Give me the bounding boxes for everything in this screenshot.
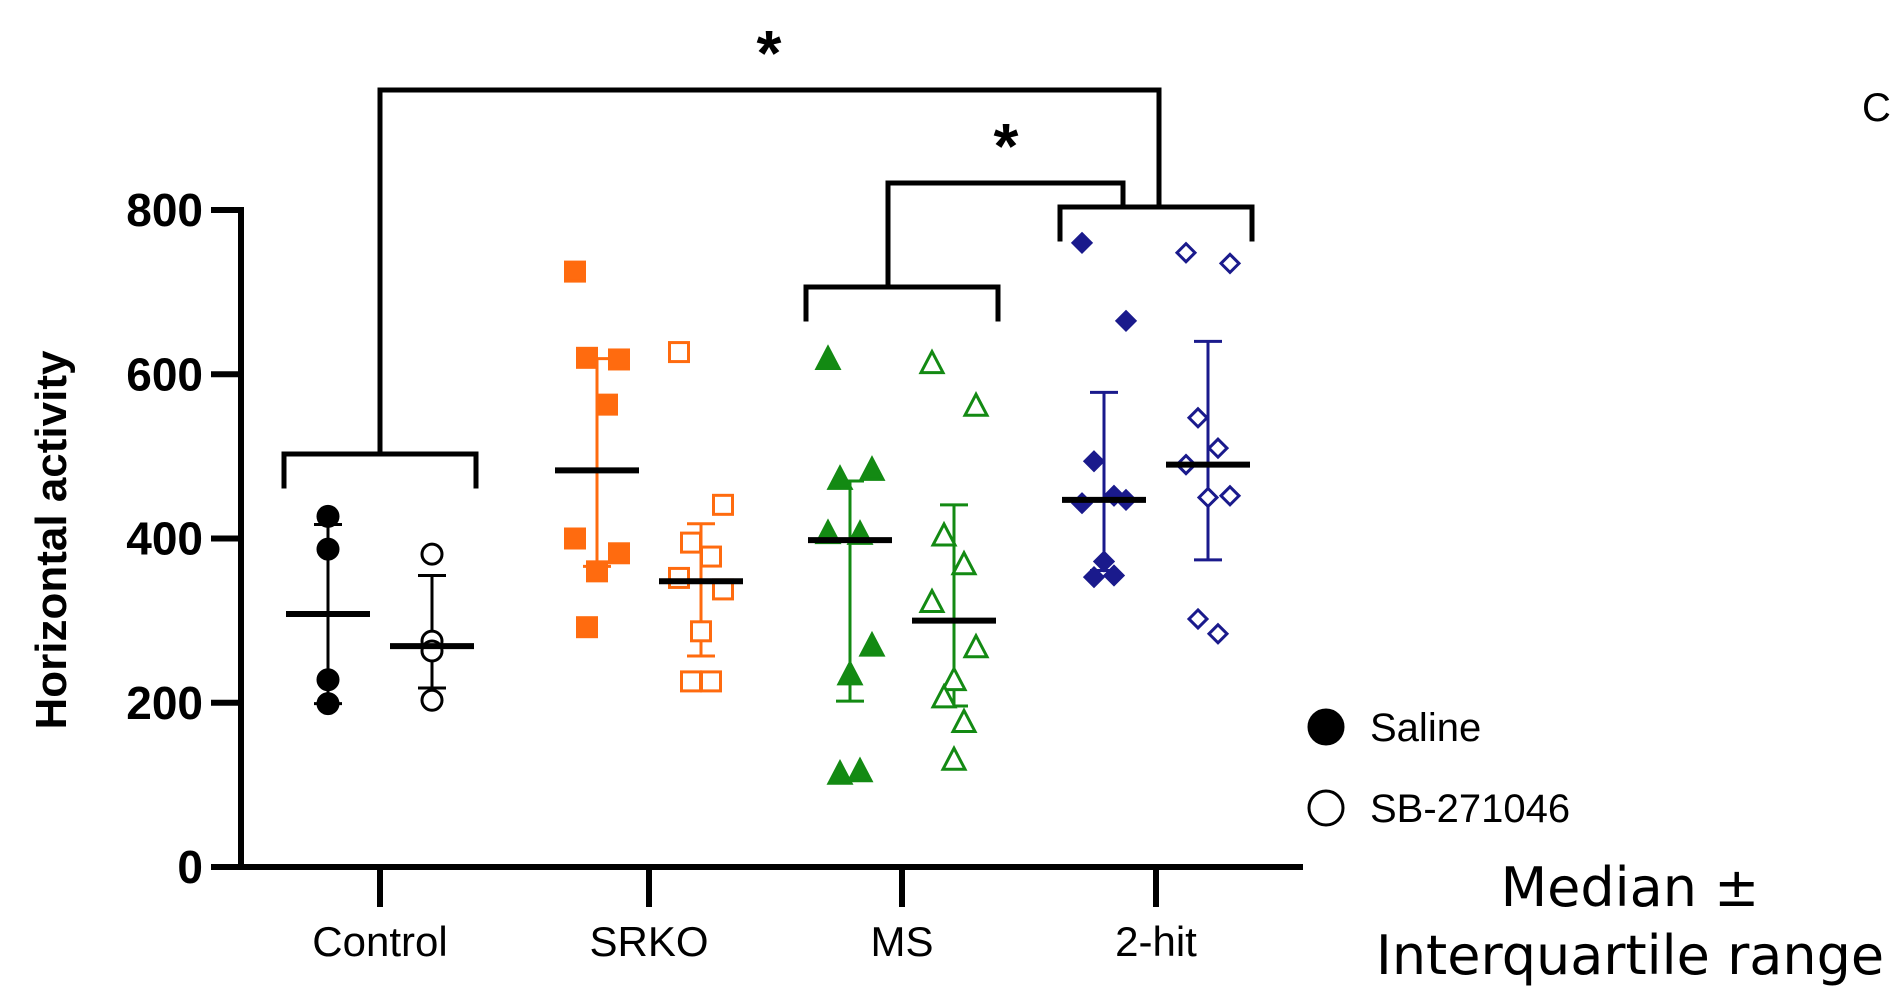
srko-saline-data-point [564, 260, 586, 283]
summary-statistic-note-line-1: Median ± [1500, 856, 1760, 919]
2-hit-sb-271046-data-point [1186, 406, 1210, 429]
srko-saline-series [555, 260, 639, 639]
srko-sb-271046-data-point [690, 620, 712, 643]
srko-saline-data-point [586, 560, 608, 583]
ms-saline-data-point [846, 756, 874, 783]
srko-saline-data-point [596, 393, 618, 416]
ms-sb-271046-data-point [950, 549, 978, 576]
y-tick-label: 0 [177, 841, 203, 893]
ms-saline-data-point [814, 344, 842, 370]
2-hit-saline-data-point [1092, 550, 1116, 573]
srko-sb-271046-series [659, 341, 743, 693]
x-axis-ticks: Control SRKO MS 2-hit [312, 867, 1197, 965]
ms-sb-271046-data-point [918, 587, 946, 614]
2-hit-sb-271046-data-point [1186, 607, 1210, 631]
2-hit-saline-data-point [1114, 309, 1138, 332]
ms-sb-271046-data-point [930, 520, 958, 547]
x-tick-label: MS [871, 918, 934, 965]
ms-sb-271046-data-point [940, 665, 968, 692]
srko-sb-271046-data-point [680, 670, 702, 693]
control-sb-271046-data-point [420, 688, 444, 712]
srko-saline-data-point [608, 348, 630, 371]
ms-sb-271046-data-point [962, 632, 990, 659]
2-hit-sb-271046-data-point [1218, 484, 1242, 507]
2-hit-sb-271046-data-point [1196, 486, 1220, 509]
ms-saline-data-point [858, 455, 886, 481]
control-saline-data-point [316, 537, 340, 561]
control-saline-data-point [316, 668, 340, 692]
significance-brackets: ** [281, 17, 1255, 489]
2-hit-saline-data-point [1070, 231, 1094, 254]
2-hit-saline-data-point [1102, 564, 1126, 587]
legend-label-sb-271046: SB-271046 [1370, 787, 1570, 831]
2-hit-sb-271046-data-point [1206, 437, 1230, 460]
x-tick-label: 2-hit [1115, 918, 1197, 965]
ms-saline-data-point [826, 464, 854, 490]
2-hit-saline-data-point [1070, 492, 1094, 515]
ms-sb-271046-data-point [940, 745, 968, 771]
data-series [286, 231, 1250, 785]
ms-sb-271046-data-point [930, 682, 958, 709]
2-hit-sb-271046-data-point [1218, 252, 1242, 275]
x-tick-label: Control [312, 918, 447, 965]
summary-statistic-note-line-2: Interquartile range [1375, 924, 1885, 987]
ms-saline-data-point [826, 758, 854, 785]
legend-marker-saline [1307, 708, 1345, 746]
y-tick-label: 200 [126, 677, 203, 729]
srko-saline-data-point [564, 527, 586, 550]
ms-sb-271046-data-point [962, 391, 990, 417]
srko-sb-271046-data-point [668, 566, 690, 589]
ms-sb-271046-data-point [918, 348, 946, 375]
axes [238, 207, 1303, 870]
control-saline-data-point [316, 504, 340, 528]
ms-sb-271046-series [912, 348, 996, 771]
significance-star: * [757, 17, 782, 89]
significance-star: * [994, 110, 1019, 182]
srko-saline-data-point [576, 346, 598, 369]
2-hit-sb-271046-data-point [1174, 241, 1198, 264]
control-saline-series [286, 504, 370, 716]
2-hit-saline-data-point [1082, 565, 1106, 589]
2-hit-saline-series [1062, 231, 1146, 589]
srko-saline-data-point [576, 616, 598, 639]
y-tick-label: 600 [126, 348, 203, 400]
control-sb-271046-series [390, 542, 474, 712]
control-saline-data-point [316, 692, 340, 716]
ms-saline-data-point [836, 659, 864, 686]
x-tick-label: SRKO [589, 918, 708, 965]
panel-letter: C [1862, 86, 1890, 130]
y-axis-label: Horizontal activity [27, 350, 76, 729]
ms-sb-271046-data-point [950, 707, 978, 733]
srko-saline-data-point [608, 542, 630, 565]
2-hit-sb-271046-series [1166, 241, 1250, 645]
legend-label-saline: Saline [1370, 706, 1481, 750]
2-hit-sb-271046-data-point [1206, 622, 1230, 645]
2-hit-saline-data-point [1082, 450, 1106, 473]
y-tick-label: 400 [126, 513, 203, 565]
srko-sb-271046-data-point [712, 493, 734, 516]
srko-sb-271046-data-point [680, 531, 702, 554]
y-tick-label: 800 [126, 184, 203, 236]
srko-sb-271046-data-point [700, 670, 722, 693]
y-axis-ticks: 0 200 400 600 800 [126, 184, 241, 893]
legend: Saline SB-271046 [1307, 706, 1570, 831]
srko-sb-271046-data-point [700, 545, 722, 568]
ms-saline-data-point [858, 630, 886, 657]
control-sb-271046-data-point [420, 542, 444, 566]
ms-saline-series [808, 344, 892, 785]
legend-marker-sb-271046 [1307, 789, 1345, 827]
srko-sb-271046-data-point [668, 341, 690, 364]
